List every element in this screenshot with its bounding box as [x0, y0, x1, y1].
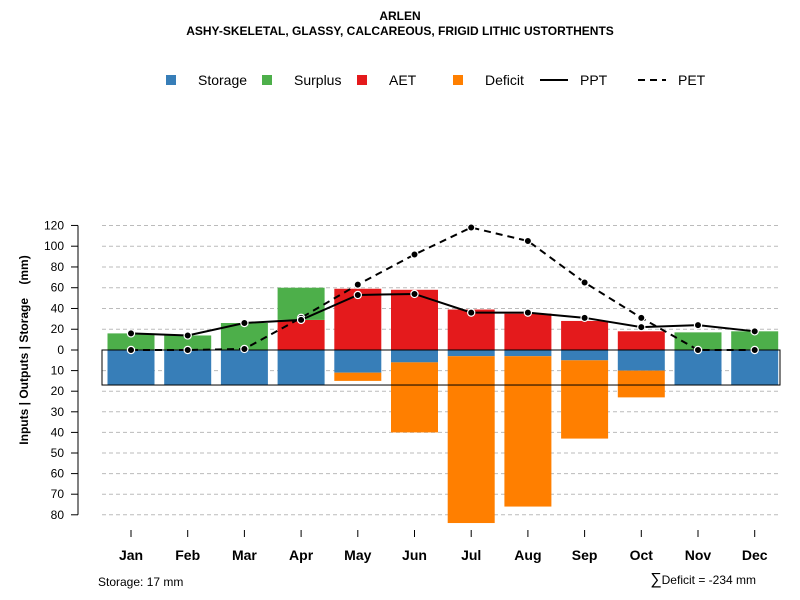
- pet-point: [637, 313, 646, 323]
- storage-bar: [731, 350, 779, 386]
- deficit-bar: [504, 356, 552, 507]
- y-tick-label: 0: [57, 343, 64, 357]
- ppt-point: [353, 290, 362, 300]
- storage-bar: [277, 350, 325, 386]
- x-tick-label: Mar: [232, 547, 257, 563]
- deficit-bar: [617, 370, 665, 398]
- x-tick-label: Apr: [289, 547, 314, 563]
- ppt-point: [410, 289, 419, 299]
- ppt-point: [126, 329, 136, 338]
- ppt-point: [240, 318, 249, 328]
- ppt-point: [637, 322, 646, 332]
- aet-bar: [617, 331, 665, 350]
- pet-point: [750, 345, 759, 355]
- storage-bar: [674, 350, 722, 386]
- sigma-symbol: ∑: [650, 571, 662, 588]
- aet-bar: [277, 319, 325, 350]
- legend-label-surplus: Surplus: [294, 72, 341, 88]
- surplus-bar: [107, 333, 155, 350]
- y-tick-label: 60: [51, 467, 65, 481]
- ppt-line: [130, 292, 755, 337]
- storage-bar: [107, 350, 155, 386]
- ppt-point: [296, 315, 306, 325]
- y-tick-label: 100: [44, 239, 64, 253]
- pet-point: [523, 236, 533, 246]
- pet-point: [467, 223, 476, 232]
- surplus-bar: [164, 335, 212, 350]
- legend-swatch-surplus: [262, 75, 272, 85]
- ppt-point: [467, 308, 476, 317]
- legend-swatch-aet: [357, 75, 367, 85]
- deficit-bar: [391, 362, 438, 433]
- pet-point: [183, 345, 192, 355]
- x-tick-label: Feb: [175, 547, 200, 563]
- x-tick-label: Jul: [461, 547, 481, 563]
- surplus-bar: [731, 331, 779, 350]
- pet-point: [580, 278, 589, 287]
- legend-swatch-storage: [166, 75, 176, 85]
- storage-bar: [561, 350, 609, 361]
- deficit-note: ∑Deficit = -234 mm: [650, 571, 756, 589]
- aet-bar: [504, 313, 552, 350]
- y-tick-label: 80: [51, 260, 65, 274]
- ppt-point: [750, 327, 759, 336]
- legend-swatch-deficit: [453, 75, 463, 85]
- x-tick-label: Jun: [402, 547, 427, 563]
- storage-bar: [617, 350, 665, 371]
- storage-bar: [164, 350, 212, 386]
- pet-point: [240, 344, 249, 354]
- ppt-point: [523, 308, 533, 317]
- y-tick-label: 20: [51, 384, 65, 398]
- y-tick-label: 40: [51, 425, 65, 439]
- chart-title: ARLEN: [379, 9, 421, 23]
- x-tick-label: May: [344, 547, 371, 563]
- ppt-point: [183, 331, 192, 340]
- pet-line: [131, 226, 755, 351]
- y-tick-label: 10: [51, 364, 65, 378]
- legend-label-deficit: Deficit: [485, 72, 524, 88]
- pet-point: [693, 345, 703, 355]
- y-tick-label: 60: [51, 281, 65, 295]
- deficit-bar: [561, 360, 609, 439]
- deficit-total: Deficit = -234 mm: [661, 573, 756, 587]
- surplus-bar: [674, 332, 722, 350]
- y-tick-label: 80: [51, 508, 65, 522]
- x-tick-label: Oct: [630, 547, 654, 563]
- y-tick-label: 40: [51, 301, 65, 315]
- pet-point: [126, 345, 136, 355]
- y-tick-label: 120: [44, 218, 64, 232]
- storage-bar: [220, 350, 268, 386]
- storage-capacity-box: [101, 349, 781, 386]
- y-axis-label: Inputs | Outputs | Storage (mm): [17, 255, 31, 444]
- deficit-bar: [334, 372, 382, 381]
- legend-label-pet: PET: [678, 72, 706, 88]
- y-tick-label: 70: [51, 487, 65, 501]
- x-tick-label: Jan: [119, 547, 143, 563]
- y-tick-label: 50: [51, 446, 65, 460]
- x-tick-label: Nov: [685, 547, 712, 563]
- storage-bar: [391, 350, 438, 363]
- storage-note: Storage: 17 mm: [98, 575, 184, 589]
- legend-label-ppt: PPT: [580, 72, 608, 88]
- x-tick-label: Aug: [514, 547, 541, 563]
- legend-label-aet: AET: [389, 72, 417, 88]
- aet-bar: [561, 320, 609, 350]
- y-tick-label: 20: [51, 322, 65, 336]
- x-tick-label: Dec: [742, 547, 768, 563]
- chart-subtitle: ASHY-SKELETAL, GLASSY, CALCAREOUS, FRIGI…: [186, 24, 614, 38]
- y-tick-label: 30: [51, 405, 65, 419]
- ppt-point: [693, 320, 703, 330]
- legend-label-storage: Storage: [198, 72, 247, 88]
- ppt-point: [580, 313, 589, 323]
- storage-bar: [504, 350, 552, 357]
- x-tick-label: Sep: [572, 547, 598, 563]
- storage-bar: [334, 350, 382, 373]
- storage-bar: [447, 350, 495, 357]
- pet-point: [353, 280, 362, 289]
- pet-point: [410, 250, 419, 259]
- deficit-bar: [447, 356, 495, 524]
